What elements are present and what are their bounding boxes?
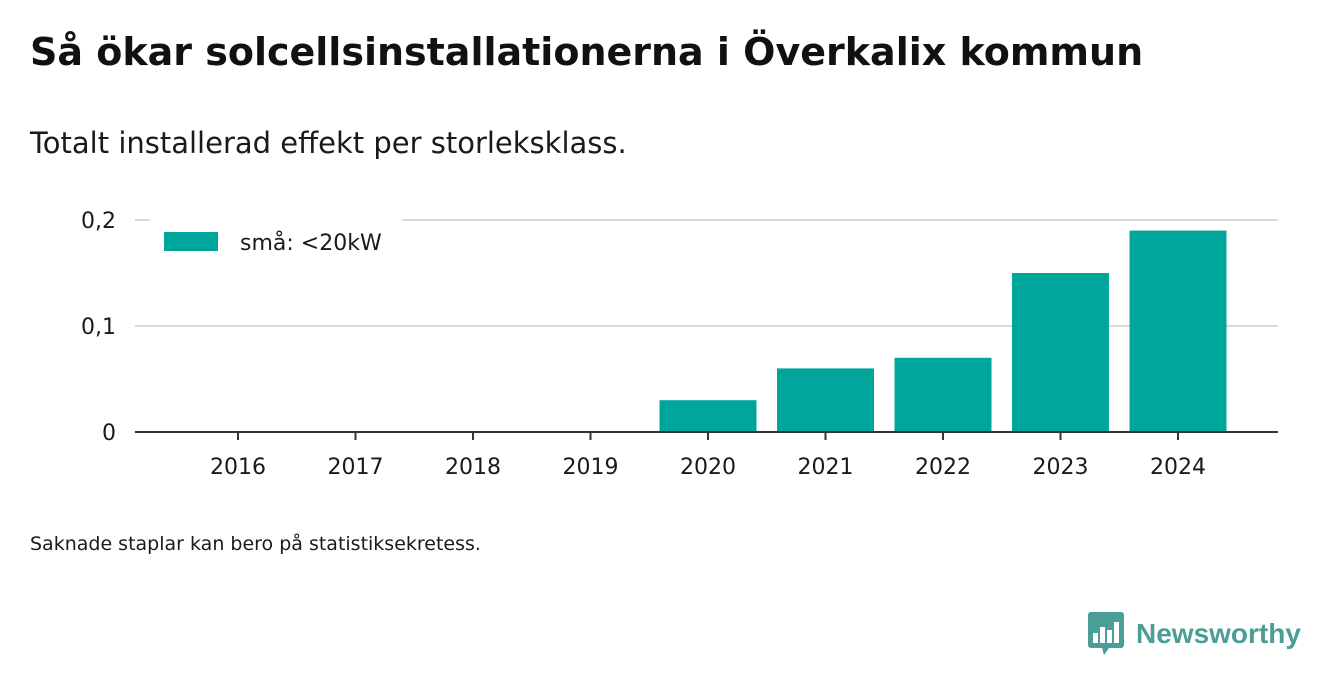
legend: små: <20kW bbox=[150, 214, 402, 262]
footnote: Saknade staplar kan bero på statistiksek… bbox=[30, 533, 481, 555]
x-tick-label: 2017 bbox=[328, 455, 384, 480]
bar bbox=[659, 400, 757, 432]
x-tick-label: 2018 bbox=[445, 455, 501, 480]
bar-chart: 0 0,1 0,2 2016 2017 2018 2019 2020 2021 2022 2023 2… bbox=[81, 209, 1278, 480]
bar bbox=[1012, 273, 1109, 432]
bar bbox=[894, 357, 992, 432]
brand-name: Newsworthy bbox=[1136, 618, 1301, 649]
x-tick-label: 2019 bbox=[563, 455, 619, 480]
legend-swatch bbox=[164, 232, 218, 251]
bars bbox=[659, 230, 1227, 432]
newsworthy-logo: Newsworthy bbox=[1088, 612, 1301, 656]
bar bbox=[777, 368, 874, 432]
chart-title: Så ökar solcellsinstallationerna i Överk… bbox=[30, 30, 1144, 74]
legend-label: små: <20kW bbox=[240, 230, 382, 256]
x-tick-label: 2016 bbox=[210, 455, 266, 480]
chart-subtitle: Totalt installerad effekt per storlekskl… bbox=[30, 126, 627, 160]
y-tick-label: 0,2 bbox=[81, 209, 116, 234]
x-tick-label: 2023 bbox=[1033, 455, 1089, 480]
y-tick-label: 0 bbox=[102, 421, 116, 446]
bar bbox=[1129, 230, 1227, 432]
x-tick-label: 2022 bbox=[915, 455, 971, 480]
newsworthy-logo-icon bbox=[1088, 612, 1124, 655]
axes: 0 0,1 0,2 2016 2017 2018 2019 2020 2021 2022 2023 2… bbox=[81, 209, 1278, 480]
x-tick-label: 2024 bbox=[1150, 455, 1206, 480]
x-tick-label: 2020 bbox=[680, 455, 736, 480]
x-tick-label: 2021 bbox=[798, 455, 854, 480]
y-tick-label: 0,1 bbox=[81, 315, 116, 340]
